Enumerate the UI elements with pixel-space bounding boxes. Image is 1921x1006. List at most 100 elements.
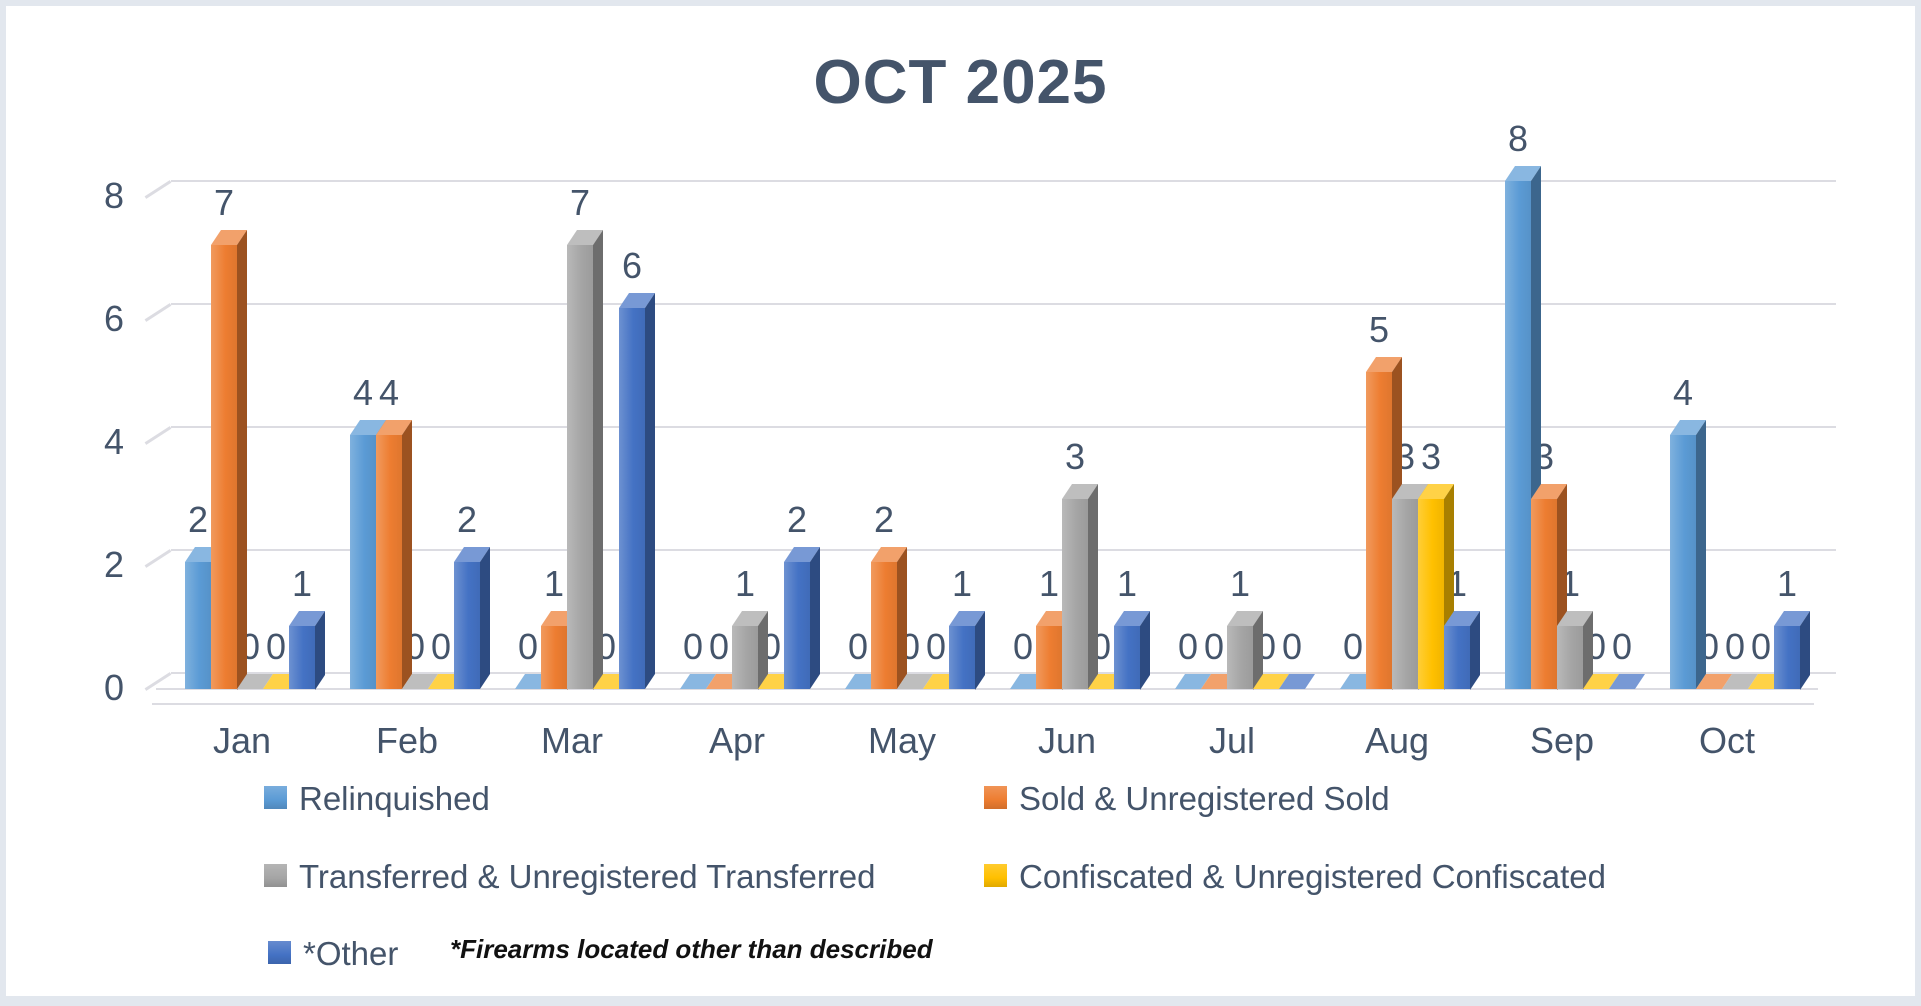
gridline	[171, 549, 1836, 551]
data-label: 4	[352, 372, 374, 413]
bar-side-face	[402, 419, 412, 689]
bar-side-face	[810, 546, 820, 689]
floor-bottom-edge	[152, 703, 1814, 705]
bar	[211, 244, 237, 689]
axis-tick	[144, 303, 172, 322]
legend-swatch-icon	[984, 786, 1007, 809]
bar-side-face	[1140, 610, 1150, 689]
gridline	[171, 303, 1836, 305]
data-label: 4	[378, 372, 400, 413]
data-label: 0	[708, 626, 730, 667]
floor-front-edge	[156, 688, 1818, 690]
data-label: 0	[847, 626, 869, 667]
gridline	[171, 426, 1836, 428]
bar	[1531, 498, 1557, 689]
bar-side-face	[315, 610, 325, 689]
x-axis-label: Mar	[541, 720, 603, 761]
bar	[454, 562, 480, 689]
data-label: 2	[873, 499, 895, 540]
bar	[1444, 625, 1470, 689]
bar-side-face	[897, 546, 907, 689]
data-label: 8	[1507, 118, 1529, 159]
data-label: 2	[786, 499, 808, 540]
x-axis-label: Jul	[1208, 720, 1256, 761]
bar-side-face	[1470, 610, 1480, 689]
data-label: 1	[734, 562, 756, 604]
chart-title: OCT 2025	[813, 48, 1108, 117]
bar	[1557, 625, 1583, 689]
axis-tick	[144, 426, 172, 445]
data-label: 4	[1672, 372, 1694, 413]
x-axis-label: Jan	[212, 720, 272, 761]
bar	[1036, 625, 1062, 689]
data-label: 6	[621, 245, 643, 286]
bar-side-face	[975, 610, 985, 689]
bar	[541, 625, 567, 689]
bar-side-face	[593, 229, 603, 690]
x-axis-label: Apr	[708, 720, 766, 761]
bar-side-face	[645, 292, 655, 689]
bar	[289, 625, 315, 689]
y-axis-label: 4	[103, 421, 124, 462]
bar-side-face	[1088, 483, 1098, 689]
axis-tick	[144, 549, 172, 568]
bar	[567, 244, 593, 689]
data-label: 0	[1203, 626, 1225, 667]
bar	[1505, 181, 1531, 689]
data-label: 0	[1724, 626, 1746, 667]
x-axis-label: Aug	[1364, 720, 1430, 761]
bar	[784, 562, 810, 689]
data-label: 0	[1750, 626, 1772, 667]
bar	[1392, 498, 1418, 689]
data-label: 1	[951, 562, 973, 604]
data-label: 0	[1177, 626, 1199, 667]
data-label: 1	[543, 562, 565, 604]
gridline	[171, 672, 1836, 674]
data-label: 7	[213, 181, 235, 223]
data-label: 1	[1776, 562, 1798, 604]
data-label: 3	[1064, 435, 1086, 477]
bar	[871, 562, 897, 689]
x-axis-label: Sep	[1529, 720, 1595, 761]
data-label: 1	[291, 562, 313, 604]
x-axis-label: May	[867, 720, 936, 761]
legend-swatch-icon	[268, 941, 291, 964]
bar-side-face	[1696, 419, 1706, 689]
data-label: 0	[1611, 626, 1633, 667]
data-label: 0	[1012, 626, 1034, 667]
y-axis-label: 8	[103, 175, 124, 216]
data-label: 2	[456, 499, 478, 540]
data-label: 0	[265, 626, 287, 667]
data-label: 3	[1420, 435, 1442, 477]
x-axis-label: Oct	[1698, 720, 1755, 761]
gridline	[171, 180, 1836, 182]
y-axis-label: 0	[103, 667, 124, 708]
bar	[949, 625, 975, 689]
data-label: 7	[569, 181, 591, 223]
bar	[1062, 498, 1088, 689]
x-axis-label: Feb	[375, 720, 439, 761]
data-label: 0	[1281, 626, 1303, 667]
data-label: 1	[1116, 562, 1138, 604]
data-label: 2	[187, 499, 209, 540]
data-label: 0	[517, 626, 539, 667]
bar	[1227, 625, 1253, 689]
legend-label: *Other	[303, 935, 399, 972]
data-label: 0	[682, 626, 704, 667]
data-label: 0	[925, 626, 947, 667]
bar	[185, 562, 211, 689]
bar	[1418, 498, 1444, 689]
plot-area: 0 2 4 6 8 Jan 2 7 0 0 1 Feb 4 4 0 0 2 Mar 0 1 7 0 6 Apr 0 0 1 0 2 May…	[6, 6, 1915, 996]
bar	[350, 435, 376, 689]
data-label: 1	[1229, 562, 1251, 604]
legend-swatch-icon	[264, 864, 287, 887]
bar	[376, 435, 402, 689]
bar-side-face	[237, 229, 247, 690]
data-label: 5	[1368, 308, 1390, 350]
legend-label: Sold & Unregistered Sold	[1019, 780, 1390, 817]
data-label: 1	[1038, 562, 1060, 604]
bar	[1774, 625, 1800, 689]
axis-tick	[144, 180, 172, 199]
data-label: 0	[430, 626, 452, 667]
